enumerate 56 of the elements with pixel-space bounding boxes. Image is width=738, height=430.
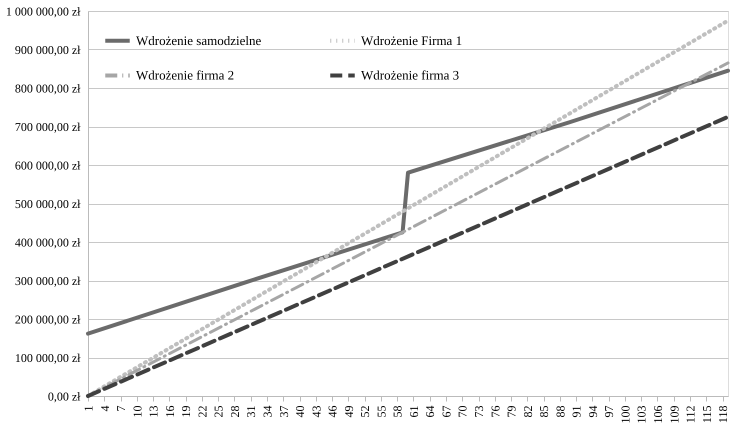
x-tick-label: 13 <box>146 406 161 418</box>
legend-label: Wdrożenie firma 2 <box>136 68 234 82</box>
x-tick-label: 76 <box>488 406 502 418</box>
x-tick-label: 31 <box>244 406 258 418</box>
y-tick-label: 600 000,00 zł <box>14 158 82 172</box>
x-tick-label: 94 <box>586 406 600 418</box>
x-tick-label: 103 <box>634 406 649 424</box>
x-tick-label: 115 <box>700 406 714 424</box>
x-tick-label: 88 <box>553 406 568 418</box>
x-tick-label: 58 <box>390 406 405 418</box>
x-tick-label: 91 <box>570 406 584 418</box>
x-tick-label: 106 <box>650 406 665 424</box>
x-tick-label: 79 <box>504 406 519 418</box>
x-tick-label: 85 <box>537 406 552 418</box>
x-tick-label: 10 <box>130 406 144 418</box>
x-tick-label: 100 <box>618 406 632 424</box>
y-tick-label: 800 000,00 zł <box>14 82 82 96</box>
x-tick-label: 43 <box>309 406 324 418</box>
x-tick-label: 73 <box>472 406 486 418</box>
x-tick-label: 34 <box>260 406 274 418</box>
legend-label: Wdrożenie firma 3 <box>361 68 460 82</box>
x-tick-label: 52 <box>358 406 372 418</box>
x-tick-label: 19 <box>179 406 194 418</box>
x-tick-label: 4 <box>98 406 112 412</box>
x-tick-label: 97 <box>602 406 616 418</box>
x-tick-label: 40 <box>293 406 308 418</box>
x-tick-label: 82 <box>520 406 535 418</box>
y-tick-label: 1 000 000,00 zł <box>6 4 82 18</box>
x-tick-label: 49 <box>342 406 356 418</box>
x-tick-label: 37 <box>276 406 291 418</box>
x-tick-label: 112 <box>684 406 698 424</box>
y-tick-label: 100 000,00 zł <box>14 351 82 365</box>
x-tick-label: 25 <box>212 406 226 418</box>
legend-label: Wdrożenie Firma 1 <box>361 32 462 48</box>
y-tick-label: 500 000,00 zł <box>14 197 82 211</box>
x-tick-label: 55 <box>374 406 388 418</box>
x-tick-label: 16 <box>162 406 177 418</box>
line-series <box>86 68 730 336</box>
x-tick-label: 7 <box>114 406 128 412</box>
x-tick-label: 28 <box>228 406 242 418</box>
y-tick-label: 200 000,00 zł <box>14 312 82 326</box>
x-tick-label: 70 <box>456 406 470 418</box>
y-tick-label: 700 000,00 zł <box>14 120 82 134</box>
x-tick-label: 46 <box>326 406 340 418</box>
legend-label: Wdrożenie samodzielne <box>136 32 262 48</box>
x-tick-label: 109 <box>667 406 682 424</box>
x-tick-label: 118 <box>716 406 730 424</box>
x-tick-label: 1 <box>82 406 96 412</box>
x-tick-label: 22 <box>195 406 210 418</box>
y-tick-label: 300 000,00 zł <box>14 274 82 288</box>
x-tick-label: 67 <box>439 406 454 418</box>
x-tick-label: 61 <box>406 406 421 418</box>
y-tick-label: 0,00 zł <box>48 390 82 404</box>
x-tick-label: 64 <box>423 406 438 418</box>
y-tick-label: 900 000,00 zł <box>14 43 82 57</box>
y-tick-label: 400 000,00 zł <box>14 236 82 250</box>
